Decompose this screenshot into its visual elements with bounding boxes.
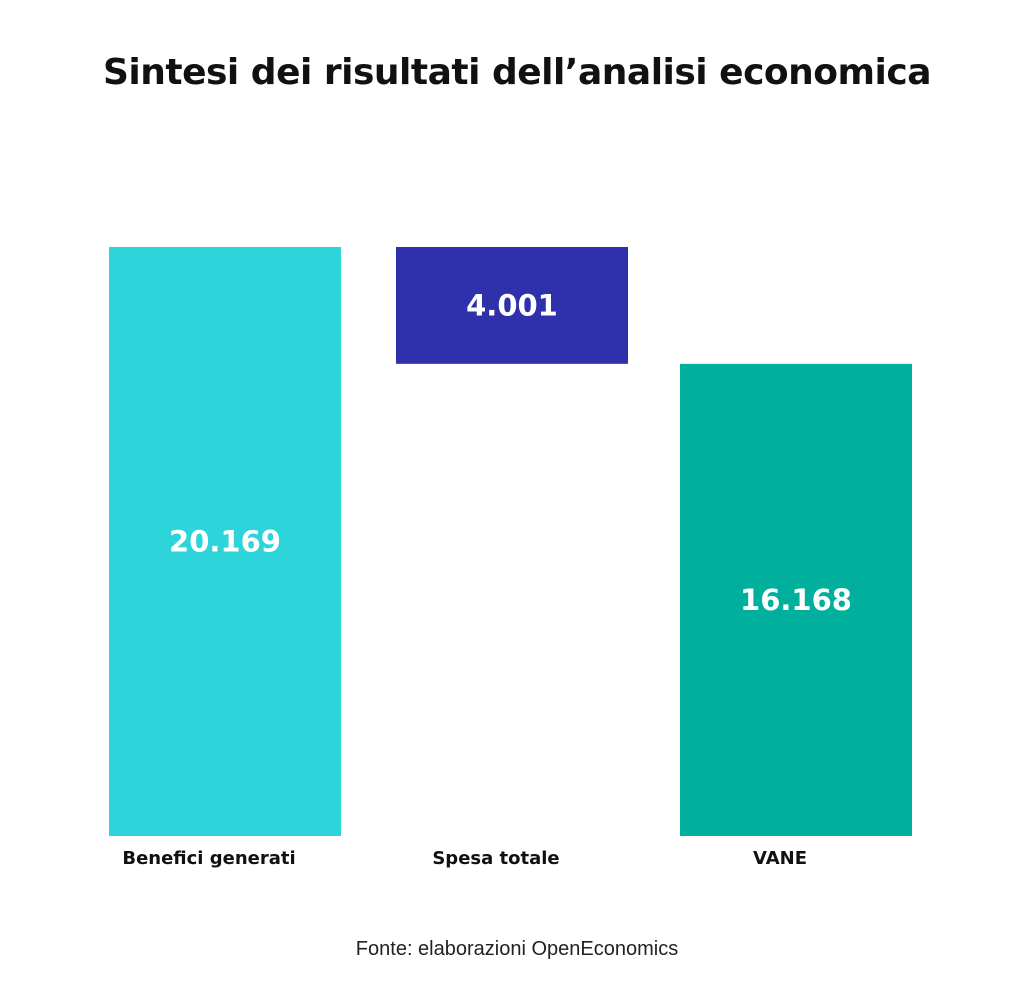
bar-vane (680, 363, 912, 836)
bar-benefici-generati (109, 247, 341, 836)
bar-value-label: 16.168 (740, 583, 852, 617)
chart-source: Fonte: elaborazioni OpenEconomics (355, 938, 679, 960)
bar-spesa-totale (396, 247, 628, 364)
category-label: Benefici generati (122, 848, 295, 869)
chart-title: Sintesi dei risultati dell’analisi econo… (102, 52, 932, 93)
bar-value-label: 20.169 (169, 525, 281, 559)
category-label: Spesa totale (432, 848, 559, 869)
category-label: VANE (753, 848, 807, 869)
bar-value-label: 4.001 (466, 288, 558, 322)
